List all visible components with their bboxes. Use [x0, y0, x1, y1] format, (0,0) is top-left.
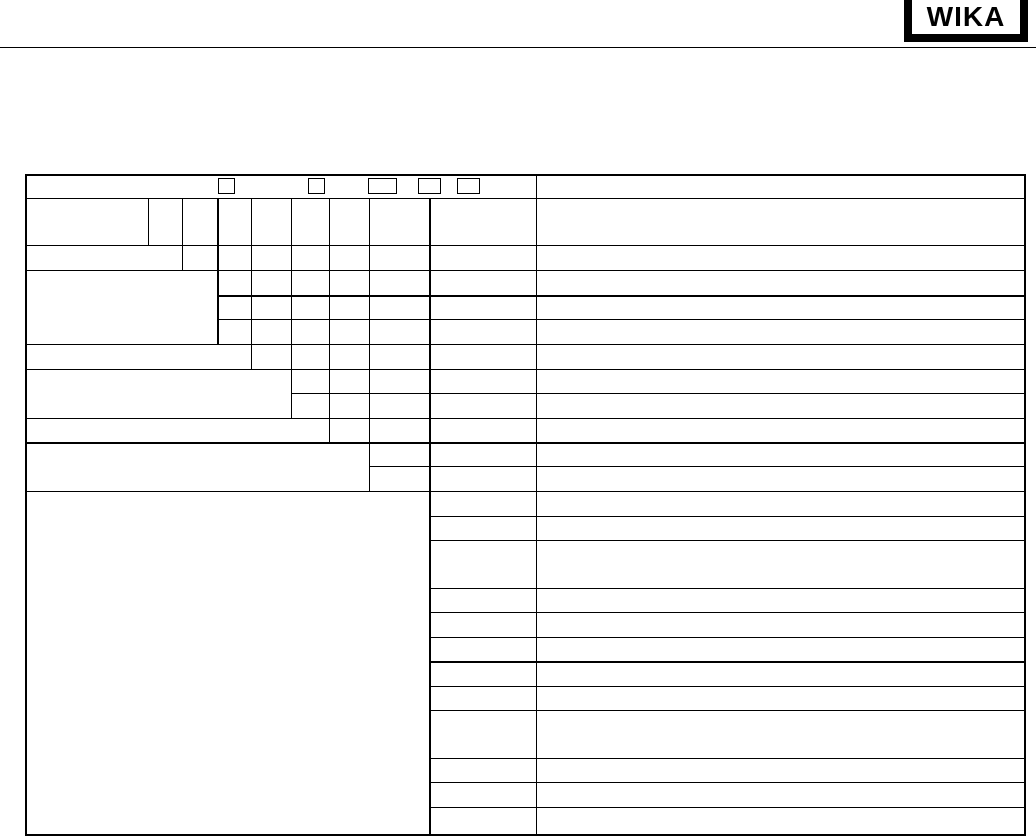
table-rule-vertical — [1024, 174, 1026, 836]
table-rule-vertical — [182, 198, 183, 271]
table-rule-vertical — [148, 198, 149, 246]
table-rule-horizontal — [369, 466, 1026, 467]
table-rule-horizontal — [429, 758, 1026, 759]
table-rule-horizontal — [429, 637, 1026, 638]
table-rule-vertical — [25, 174, 27, 836]
table-rule-horizontal — [429, 710, 1026, 711]
table-rule-horizontal — [25, 174, 1026, 176]
header-checkbox[interactable] — [418, 178, 441, 194]
table-rule-horizontal — [429, 588, 1026, 589]
table-rule-horizontal — [429, 686, 1026, 687]
table-rule-vertical — [369, 198, 370, 492]
table-rule-vertical — [536, 174, 537, 836]
table-rule-horizontal — [25, 834, 1026, 836]
wika-logo: WIKA — [904, 0, 1028, 42]
table-rule-horizontal — [291, 393, 1026, 394]
table-rule-horizontal — [25, 245, 1026, 246]
header-checkbox[interactable] — [368, 178, 397, 194]
table-rule-horizontal — [25, 418, 1026, 419]
table-rule-horizontal — [217, 319, 1026, 320]
table-rule-horizontal — [429, 661, 1026, 663]
table-rule-horizontal — [25, 491, 1026, 492]
table-rule-horizontal — [429, 612, 1026, 613]
table-rule-horizontal — [25, 344, 1026, 345]
header-checkbox[interactable] — [218, 178, 235, 194]
table-rule-vertical — [217, 198, 219, 345]
table-rule-vertical — [251, 198, 252, 370]
wika-logo-text: WIKA — [912, 0, 1020, 34]
table-rule-horizontal — [429, 540, 1026, 541]
table-rule-horizontal — [429, 807, 1026, 808]
table-rule-horizontal — [217, 295, 1026, 297]
table-rule-horizontal — [429, 516, 1026, 517]
table-rule-vertical — [329, 198, 330, 443]
header-checkbox[interactable] — [308, 178, 325, 194]
table-rule-horizontal — [25, 442, 1026, 444]
table-rule-horizontal — [25, 270, 1026, 271]
table-rule-horizontal — [25, 369, 1026, 370]
table-rule-vertical — [429, 198, 431, 836]
table-rule-horizontal — [429, 782, 1026, 783]
table-rule-horizontal — [25, 198, 1026, 199]
header-rule — [0, 47, 1036, 48]
table-rule-vertical — [291, 198, 292, 419]
header-checkbox[interactable] — [457, 178, 480, 194]
